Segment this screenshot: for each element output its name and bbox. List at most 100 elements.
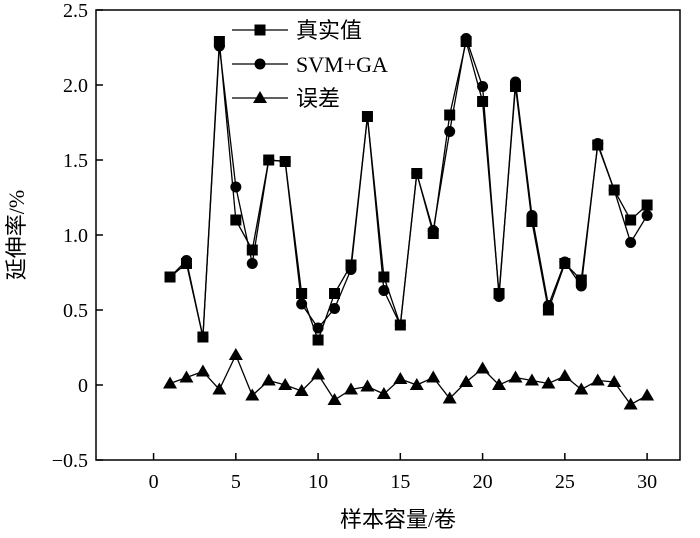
legend: 真实值 SVM+GA 误差	[232, 18, 388, 111]
data-point-svm-ga	[197, 331, 209, 343]
axis-ticks: 0 5 10 15 20 25 30 −0.5 0 0.5 1.0 1.5 2.0 2.5	[52, 0, 657, 493]
data-point-error	[574, 382, 589, 395]
data-point-error	[475, 361, 490, 374]
data-point-error	[492, 378, 507, 391]
data-point-actual	[477, 96, 489, 107]
series-group	[163, 33, 655, 410]
data-point-svm-ga	[329, 303, 341, 314]
data-point-error	[195, 364, 210, 377]
data-point-error	[623, 397, 638, 410]
data-point-svm-ga	[164, 271, 176, 283]
data-point-actual	[312, 334, 324, 346]
data-point-svm-ga	[625, 237, 637, 248]
y-tick-label: 0	[78, 375, 88, 397]
x-tick-label: 30	[637, 471, 657, 493]
data-point-error	[343, 382, 358, 395]
legend-label-actual: 真实值	[296, 18, 362, 43]
data-point-actual	[575, 274, 587, 286]
data-point-error	[327, 393, 342, 406]
data-point-actual	[246, 244, 258, 256]
data-point-svm-ga	[427, 225, 439, 236]
series-line-actual	[169, 41, 648, 342]
data-point-error	[294, 384, 309, 397]
data-point-error	[360, 379, 375, 392]
data-point-actual	[378, 271, 390, 283]
y-tick-label: 1.5	[63, 150, 88, 172]
series-error	[163, 348, 655, 410]
data-point-svm-ga	[263, 154, 275, 166]
data-point-svm-ga	[493, 291, 505, 302]
data-point-error	[212, 382, 227, 395]
data-point-error	[607, 375, 622, 388]
data-point-error	[442, 391, 457, 404]
legend-label-error: 误差	[296, 86, 340, 111]
legend-marker-svm-ga	[254, 58, 266, 70]
data-point-svm-ga	[345, 264, 357, 275]
data-point-svm-ga	[312, 322, 324, 334]
data-point-svm-ga	[411, 168, 423, 179]
data-point-error	[557, 369, 572, 382]
data-point-svm-ga	[542, 300, 554, 311]
data-point-error	[541, 376, 556, 389]
y-axis-title: 延伸率/%	[4, 190, 29, 280]
plot-frame	[95, 9, 681, 461]
x-tick-label: 10	[308, 471, 328, 493]
data-point-svm-ga	[213, 40, 225, 52]
data-point-error	[393, 372, 408, 385]
data-point-svm-ga	[296, 298, 308, 310]
data-point-actual	[625, 214, 637, 226]
data-point-error	[426, 370, 441, 383]
data-point-svm-ga	[378, 285, 390, 296]
y-tick-label: 2.5	[63, 0, 88, 22]
data-point-error	[640, 388, 655, 401]
data-point-actual	[444, 109, 456, 121]
data-point-svm-ga	[559, 256, 571, 268]
data-point-error	[409, 378, 424, 391]
data-point-error	[179, 370, 194, 383]
y-tick-label: 0.5	[63, 300, 88, 322]
data-point-svm-ga	[641, 210, 653, 221]
data-point-actual	[230, 214, 242, 226]
data-point-svm-ga	[477, 81, 489, 92]
legend-marker-actual	[254, 24, 266, 36]
data-point-svm-ga	[608, 184, 620, 196]
data-point-error	[590, 373, 605, 386]
data-point-error	[524, 373, 539, 386]
data-point-error	[311, 367, 326, 380]
x-tick-label: 0	[149, 471, 159, 493]
data-point-svm-ga	[361, 111, 373, 122]
x-tick-label: 25	[555, 471, 575, 493]
data-point-svm-ga	[394, 319, 406, 331]
data-point-actual	[329, 288, 341, 299]
data-point-svm-ga	[246, 258, 258, 269]
data-point-svm-ga	[526, 210, 538, 221]
data-point-svm-ga	[444, 126, 456, 137]
data-point-svm-ga	[460, 33, 472, 44]
legend-label-svm-ga: SVM+GA	[296, 52, 388, 77]
data-point-error	[163, 376, 178, 389]
data-point-svm-ga	[592, 138, 604, 149]
data-point-svm-ga	[180, 255, 192, 266]
data-point-actual	[526, 216, 538, 227]
data-point-error	[278, 378, 293, 391]
x-tick-label: 20	[473, 471, 493, 493]
x-axis-title: 样本容量/卷	[340, 507, 456, 532]
series-line-error	[169, 353, 648, 406]
data-point-error	[245, 388, 260, 401]
y-tick-label: 2.0	[63, 75, 88, 97]
legend-marker-error	[253, 91, 267, 104]
data-point-error	[228, 348, 243, 361]
data-point-svm-ga	[509, 76, 521, 88]
data-point-svm-ga	[279, 156, 291, 167]
data-point-actual	[296, 288, 308, 299]
y-tick-label: −0.5	[52, 450, 88, 472]
data-point-error	[459, 375, 474, 388]
data-point-error	[261, 373, 276, 386]
data-point-error	[376, 387, 391, 400]
x-tick-label: 15	[390, 471, 410, 493]
x-tick-label: 5	[231, 471, 241, 493]
data-point-error	[508, 370, 523, 383]
data-point-svm-ga	[230, 181, 242, 193]
series-svm-ga	[164, 33, 653, 343]
